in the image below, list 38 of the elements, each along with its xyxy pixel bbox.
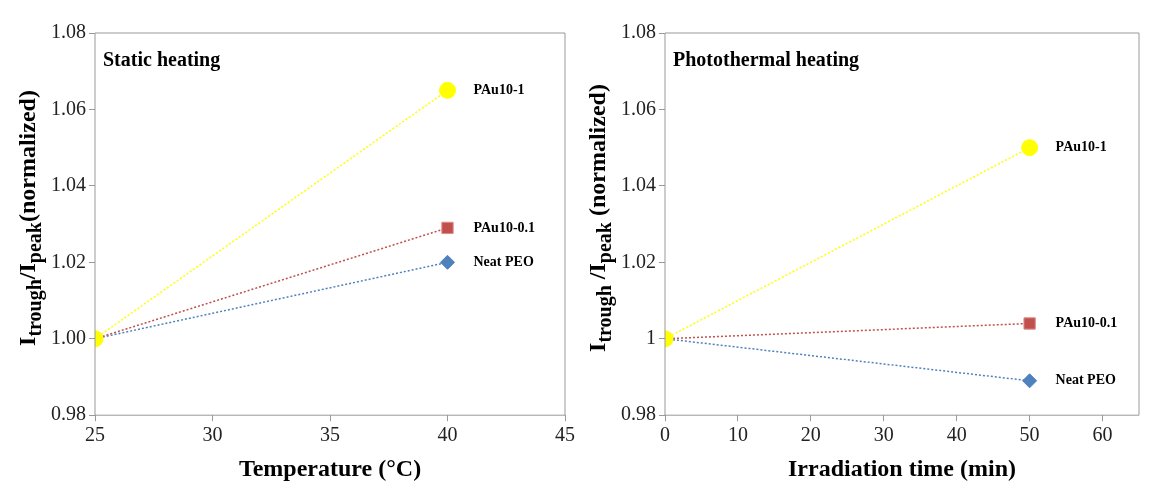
point xyxy=(1022,373,1038,389)
x-tick-label: 60 xyxy=(1092,423,1113,446)
text: Static heating xyxy=(103,48,221,72)
y-tick-label: 1.04 xyxy=(51,173,86,196)
y-tick-label: 1.08 xyxy=(621,20,656,43)
y-tick-label: 1.04 xyxy=(621,173,656,196)
y-tick-label: 1.00 xyxy=(51,326,86,349)
series-label: PAu10-1 xyxy=(1055,139,1107,155)
y-tick-label: 1.06 xyxy=(51,96,86,119)
x-tick-label: 40 xyxy=(946,423,967,446)
x-axis-title: Temperature (°C) xyxy=(238,454,422,481)
y-tick-label: 0.98 xyxy=(51,402,86,425)
x-tick-label: 0 xyxy=(660,423,670,446)
series-label: Neat PEO xyxy=(1055,372,1116,388)
x-tick-label: 35 xyxy=(320,423,340,446)
x-tick-label: 30 xyxy=(202,423,223,446)
x-tick-label: 40 xyxy=(437,423,458,446)
x-tick-label: 10 xyxy=(727,423,748,446)
y-tick-label: 1.06 xyxy=(621,96,656,119)
y-tick-label: 1.02 xyxy=(51,249,86,272)
point xyxy=(441,221,454,235)
point xyxy=(1023,317,1036,330)
series-label: PAu10-1 xyxy=(473,81,525,97)
series-label: PAu10-0.1 xyxy=(473,219,536,235)
y-tick-label: 1 xyxy=(646,326,656,349)
y-tick-label: 1.02 xyxy=(621,249,656,272)
x-tick-label: 30 xyxy=(873,423,894,446)
y-tick-label: 1.08 xyxy=(51,20,86,43)
x-tick-label: 50 xyxy=(1019,423,1040,446)
x-axis-title: Irradiation time (min) xyxy=(788,454,1016,481)
x-tick-label: 20 xyxy=(800,423,821,446)
x-tick-label: 45 xyxy=(555,423,575,446)
y-tick-label: 0.98 xyxy=(621,402,656,425)
point xyxy=(440,254,455,270)
series-label: Neat PEO xyxy=(473,253,534,269)
x-tick-label: 25 xyxy=(85,423,105,446)
text: Photothermal heating xyxy=(673,48,860,72)
series-label: PAu10-0.1 xyxy=(1055,315,1118,331)
